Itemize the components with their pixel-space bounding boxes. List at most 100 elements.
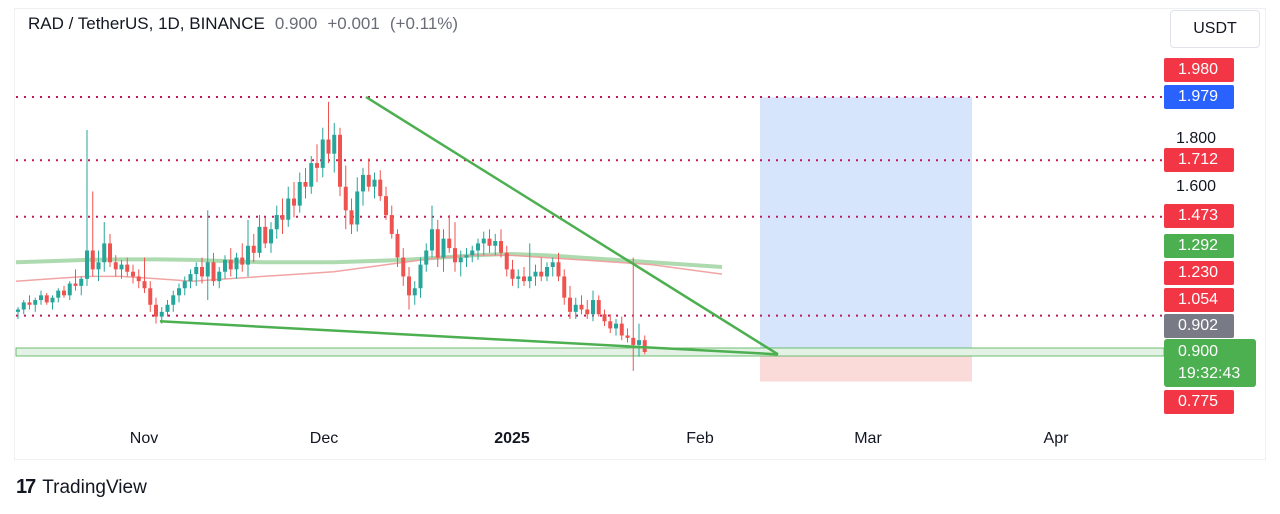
currency-button[interactable]: USDT [1170,10,1260,48]
candle-body [315,163,319,168]
symbol-title[interactable]: RAD / TetherUS, 1D, BINANCE [28,14,265,33]
candle-body [131,271,135,277]
candle-body [568,297,572,312]
candle-body [269,229,273,244]
candle-body [395,233,400,258]
candle-body [142,281,147,289]
candle-body [458,257,463,263]
tradingview-logo-icon[interactable]: 17 [16,476,36,498]
x-tick-label: Nov [129,430,159,447]
candle-body [493,241,498,246]
candle-body [591,300,595,315]
candle-body [499,241,503,253]
candle-body [263,226,268,244]
resistance-trendline [365,95,779,356]
candle-body [303,182,308,187]
price-badge: 0.775 [1164,390,1234,414]
candle-body [251,245,256,253]
price-change-percent: (+0.11%) [389,14,459,33]
candle-body [522,276,526,282]
stop-zone [760,352,972,382]
support-trendline [159,320,779,356]
candle-body [332,134,337,154]
candle-body [205,262,210,277]
candle-body [435,229,440,258]
candle-body [177,288,181,296]
x-tick-label: Dec [309,430,339,447]
candle-body [292,198,296,206]
candle-body [430,229,434,251]
candle-body [631,337,636,345]
candle-body [366,174,371,187]
candle-body [637,340,641,345]
candle-body [234,257,239,270]
candle-body [596,300,601,315]
candle-body [545,267,549,277]
price-badge: 1.980 [1164,58,1234,82]
candle-body [401,257,406,277]
price-badge: 1.712 [1164,148,1234,172]
candle-body [556,262,561,277]
candle-body [384,196,388,216]
current-price-badge: 0.900 19:32:43 [1164,339,1256,387]
candle-body [67,283,72,296]
last-price: 0.900 [274,14,318,33]
candle-body [240,257,245,265]
candle-body [62,290,66,296]
chart-frame [14,8,1266,460]
chart-header: RAD / TetherUS, 1D, BINANCE 0.900 +0.001… [28,14,458,34]
candle-body [211,262,216,282]
candle-body [470,250,475,256]
candle-body [487,238,492,246]
candle-body [50,297,55,303]
candle-body [44,295,49,303]
candle-body [274,215,279,230]
candle-body [90,250,95,270]
candle-body [171,295,176,305]
candle-body [573,304,578,312]
footer: 17 TradingView [16,476,147,499]
price-badge: 0.902 [1164,314,1234,338]
candle-body [154,304,158,317]
candle-body [464,255,469,258]
candle-body [602,314,607,322]
candle-body [510,269,515,279]
candle-body [182,281,187,289]
candle-body [539,271,544,277]
candle-body [378,179,383,197]
candle-body [73,283,78,286]
candle-body [159,311,164,317]
candle-body [349,210,354,225]
candle-body [481,238,486,244]
candle-body [418,264,423,289]
candle-body [516,276,521,279]
candle-body [113,262,118,270]
y-tick-label: 1.600 [1176,178,1217,195]
candle-body [56,290,61,298]
x-tick-label: 2025 [494,430,530,447]
candle-body [165,304,170,312]
candle-body [119,264,124,270]
candle-body [372,179,377,187]
candle-body [441,238,446,258]
candle-body [108,243,112,263]
price-badge: 1.230 [1164,261,1234,285]
candle-body [424,250,429,265]
candle-body [614,323,618,329]
target-zone [760,97,972,352]
candle-body [246,245,250,265]
candle-body [453,248,457,263]
candle-body [102,243,107,263]
candle-body [16,309,20,312]
candle-body [257,226,262,253]
brand-name[interactable]: TradingView [42,476,147,498]
candle-body [476,243,480,251]
price-badge: 1.054 [1164,288,1234,312]
candle-body [217,271,222,282]
candle-body [136,276,141,282]
candle-body [39,295,43,301]
candle-body [286,198,291,220]
candle-body [504,252,509,270]
candle-body [223,259,227,272]
